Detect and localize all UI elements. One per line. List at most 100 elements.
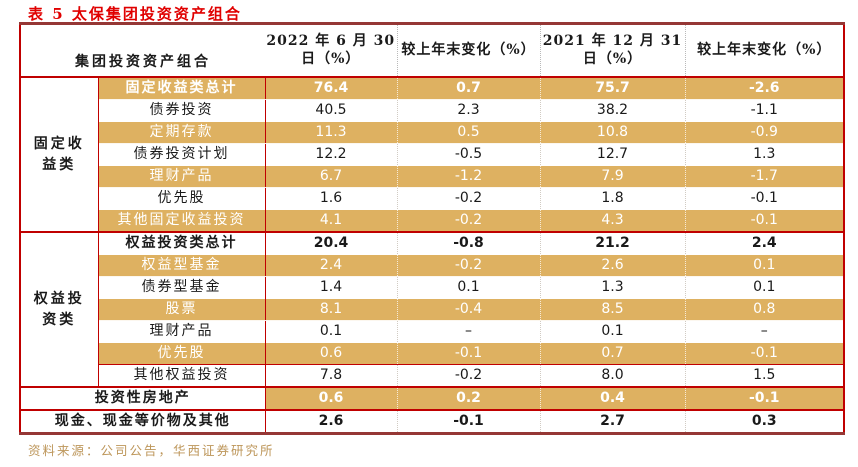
value-cell: -0.4	[396, 298, 540, 321]
table-row: 优先股 0.6 -0.1 0.7 -0.1	[20, 342, 844, 365]
table-row: 固定收益类 固定收益类总计 76.4 0.7 75.7 -2.6	[20, 76, 844, 232]
row-label: 债券型基金	[97, 276, 266, 299]
table-row: 股票 8.1 -0.4 8.5 0.8	[20, 298, 844, 321]
value-cell: 0.2	[396, 386, 540, 410]
value-cell: 0.1	[396, 276, 540, 299]
row-label: 固定收益类总计	[98, 76, 266, 100]
row-label: 现金、现金等价物及其他	[20, 409, 266, 434]
value-cell: 1.4	[319, 278, 343, 295]
group-cell: 权益投资类	[20, 231, 99, 387]
value-cell: 0.1	[319, 322, 343, 339]
row-label: 权益投资类总计	[98, 231, 266, 255]
table-row: 理财产品 0.1–0.1–	[20, 320, 844, 343]
value-cell: -1.7	[684, 165, 844, 188]
value-cell: 0.5	[396, 121, 540, 144]
value-cell: 2.7	[539, 409, 685, 434]
value-cell: 20.4	[265, 231, 397, 255]
value-cell: 7.9	[539, 165, 685, 188]
value-cell: 1.3	[539, 276, 685, 299]
value-cell: 8.0	[539, 364, 685, 387]
table-row: 权益投资类 权益投资类总计 20.4 -0.8 21.2 2.4	[20, 231, 844, 387]
value-cell: -0.8	[396, 231, 540, 255]
value-cell: -2.6	[684, 76, 844, 100]
investment-portfolio-table: 集团投资资产组合 2022 年 6 月 30 日（%） 较上年末变化（%） 20…	[19, 22, 845, 435]
row-label: 理财产品	[97, 320, 266, 343]
value-cell: 4.3	[539, 209, 685, 233]
value-cell: -1.2	[396, 165, 540, 188]
row-label: 债券投资计划	[97, 143, 266, 166]
value-cell: 2.3	[396, 99, 540, 122]
value-cell: 7.8	[319, 366, 343, 383]
value-cell: 0.1	[539, 320, 685, 343]
value-cell: 8.5	[539, 298, 685, 321]
value-cell: 12.7	[539, 143, 685, 166]
value-cell: 75.7	[539, 76, 685, 100]
value-cell: -0.2	[396, 364, 540, 387]
value-cell: 76.4	[265, 76, 397, 100]
value-cell: -0.2	[396, 187, 540, 210]
value-cell: 0.1	[684, 254, 844, 277]
value-cell: -0.2	[396, 254, 540, 277]
source-note: 资料来源：公司公告，华西证券研究所	[28, 443, 275, 458]
row-label: 权益型基金	[97, 254, 266, 277]
value-cell: –	[684, 320, 844, 343]
value-cell: 0.7	[396, 76, 540, 100]
value-cell: 0.8	[684, 298, 844, 321]
row-label: 优先股	[97, 342, 266, 365]
table-row: 债券投资 40.5 2.3 38.2 -1.1	[20, 99, 844, 122]
group-cell: 固定收益类	[20, 77, 99, 232]
value-cell: 4.1	[265, 209, 397, 233]
value-cell: 2.6	[265, 409, 397, 434]
value-cell: 38.2	[539, 99, 685, 122]
value-cell: 8.1	[265, 298, 397, 321]
row-label: 其他固定收益投资	[97, 209, 266, 233]
row-label: 其他权益投资	[97, 364, 266, 387]
header-col-change-2: 较上年末变化（%）	[684, 23, 844, 78]
value-cell: -1.1	[684, 99, 844, 122]
value-cell: 0.7	[539, 342, 685, 365]
value-cell: -0.5	[396, 143, 540, 166]
value-cell: 6.7	[265, 165, 397, 188]
row-label: 理财产品	[97, 165, 266, 188]
header-col-2021: 2021 年 12 月 31 日（%）	[539, 23, 685, 78]
row-label: 投资性房地产	[20, 386, 266, 410]
value-cell: 40.5	[315, 101, 347, 118]
table-row: 理财产品 6.7 -1.2 7.9 -1.7	[20, 165, 844, 188]
value-cell: 10.8	[539, 121, 685, 144]
value-cell: 1.6	[319, 189, 343, 206]
table-row: 其他固定收益投资 4.1 -0.2 4.3 -0.1	[20, 209, 844, 233]
value-cell: 21.2	[539, 231, 685, 255]
table-row: 其他权益投资 7.8 -0.2 8.0 1.5	[20, 364, 844, 387]
value-cell: 12.2	[315, 145, 347, 162]
table-header: 集团投资资产组合 2022 年 6 月 30 日（%） 较上年末变化（%） 20…	[20, 23, 844, 78]
value-cell: 1.3	[684, 143, 844, 166]
value-cell: -0.9	[684, 121, 844, 144]
value-cell: –	[396, 320, 540, 343]
table-row: 投资性房地产 0.6 0.2 0.4 -0.1	[20, 386, 844, 410]
table-row: 权益型基金 2.4 -0.2 2.6 0.1	[20, 254, 844, 277]
row-label: 股票	[97, 298, 266, 321]
header-col-2022: 2022 年 6 月 30 日（%）	[265, 23, 397, 78]
value-cell: -0.2	[396, 209, 540, 233]
table-row: 优先股 1.6 -0.2 1.8 -0.1	[20, 187, 844, 210]
value-cell: -0.1	[396, 409, 540, 434]
header-col-change-1: 较上年末变化（%）	[396, 23, 540, 78]
value-cell: 1.5	[684, 364, 844, 387]
value-cell: -0.1	[684, 342, 844, 365]
value-cell: -0.1	[684, 386, 844, 410]
table-row: 债券型基金 1.4 0.1 1.3 0.1	[20, 276, 844, 299]
value-cell: 2.4	[265, 254, 397, 277]
header-label-col: 集团投资资产组合	[20, 23, 265, 78]
value-cell: -0.1	[396, 342, 540, 365]
value-cell: 0.1	[684, 276, 844, 299]
value-cell: -0.1	[684, 187, 844, 210]
table-row: 定期存款 11.3 0.5 10.8 -0.9	[20, 121, 844, 144]
table-title: 表 5 太保集团投资资产组合	[28, 5, 242, 23]
table-body: 固定收益类 固定收益类总计 76.4 0.7 75.7 -2.6 债券投资 40.5 2.3 38…	[20, 76, 844, 434]
value-cell: 0.6	[265, 386, 397, 410]
value-cell: 2.6	[539, 254, 685, 277]
row-label: 债券投资	[97, 99, 266, 122]
value-cell: 0.6	[265, 342, 397, 365]
value-cell: 11.3	[265, 121, 397, 144]
